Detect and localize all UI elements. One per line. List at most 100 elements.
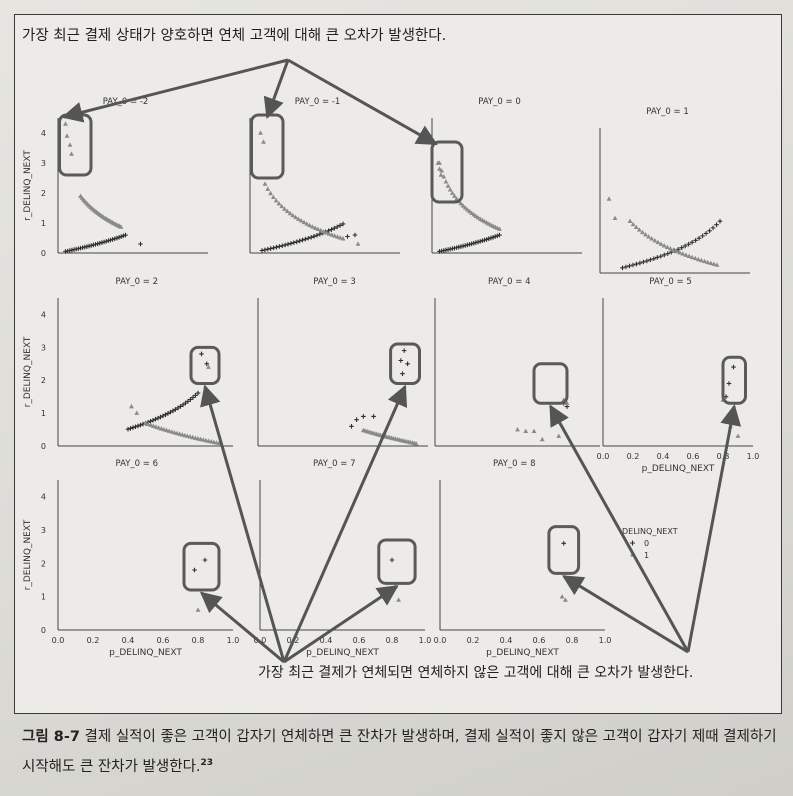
- plus-point: [641, 259, 646, 265]
- plus-point: [490, 235, 496, 240]
- plus-point: [294, 239, 300, 245]
- plus-point: [658, 253, 664, 259]
- triangle-point: [262, 181, 268, 186]
- x-axis-label: p_DELINQ_NEXT: [642, 464, 715, 474]
- legend-plus-marker: [630, 540, 635, 546]
- plus-point: [123, 232, 128, 238]
- plus-point: [195, 390, 201, 396]
- triangle-point: [445, 183, 451, 188]
- triangle-point: [169, 429, 175, 434]
- x-tick-label: 0.8: [386, 636, 399, 645]
- x-tick-label: 0.4: [122, 636, 135, 645]
- triangle-point: [276, 201, 282, 206]
- x-tick-label: 0.2: [467, 636, 480, 645]
- triangle-point: [293, 214, 299, 220]
- triangle-point: [118, 224, 124, 229]
- x-tick-label: 1.0: [747, 452, 760, 461]
- triangle-point: [148, 422, 154, 427]
- panel-10: PAY_0 = 70.00.20.40.60.81.0p_DELINQ_NEXT: [254, 459, 432, 658]
- triangle-point: [458, 201, 464, 206]
- x-tick-label: 1.0: [599, 636, 612, 645]
- plus-point: [332, 225, 337, 231]
- plus-point: [190, 395, 196, 400]
- plus-point: [101, 239, 107, 245]
- plus-point: [627, 263, 632, 269]
- figure-caption-text: 결제 실적이 좋은 고객이 갑자기 연체하면 큰 잔차가 발생하며, 결제 실적…: [22, 729, 777, 775]
- highlight-box: [377, 538, 417, 585]
- triangle-point: [564, 400, 570, 406]
- triangle-point: [460, 203, 466, 208]
- plus-point: [668, 249, 674, 255]
- y-axis-label: r_DELINQ_NEXT: [23, 336, 33, 407]
- plus-point: [300, 237, 305, 243]
- plus-point: [133, 424, 138, 430]
- plus-point: [400, 371, 405, 376]
- arrow-top: [287, 58, 438, 146]
- plus-point: [116, 235, 122, 240]
- triangle-point: [692, 255, 698, 261]
- plus-point: [693, 238, 698, 243]
- triangle-point: [261, 139, 266, 144]
- x-tick-label: 0.2: [87, 636, 100, 645]
- legend-title: DELINQ_NEXT: [622, 527, 678, 536]
- triangle-point: [304, 221, 310, 226]
- y-tick-label: 3: [41, 159, 46, 168]
- plus-point: [303, 236, 308, 242]
- x-tick-label: 0.6: [157, 636, 170, 645]
- plus-point: [349, 423, 354, 429]
- plus-point: [689, 240, 695, 245]
- x-tick-label: 0.0: [434, 636, 447, 645]
- triangle-point: [321, 228, 326, 234]
- triangle-point: [437, 166, 442, 171]
- plus-point: [285, 241, 291, 247]
- plus-point: [199, 351, 204, 357]
- plus-point: [495, 233, 500, 239]
- plus-point: [274, 244, 279, 250]
- plus-point: [192, 567, 197, 573]
- highlight-box: [250, 113, 285, 180]
- plus-point: [329, 227, 334, 232]
- x-axis-label: p_DELINQ_NEXT: [109, 648, 182, 658]
- triangle-point: [206, 364, 211, 369]
- panel-3: PAY_0 = 0: [430, 97, 582, 254]
- plus-point: [155, 415, 161, 421]
- highlight-box: [430, 140, 464, 204]
- plus-point: [188, 397, 193, 402]
- triangle-point: [627, 218, 633, 223]
- triangle-point: [674, 248, 680, 254]
- x-tick-label: 0.2: [627, 452, 640, 461]
- plus-point: [477, 239, 483, 244]
- plus-point: [371, 414, 376, 419]
- plus-point: [170, 408, 176, 414]
- y-axis-label: r_DELINQ_NEXT: [23, 150, 33, 221]
- triangle-point: [166, 428, 172, 433]
- y-tick-label: 0: [41, 626, 46, 635]
- triangle-point: [711, 261, 717, 266]
- y-tick-label: 3: [41, 343, 46, 352]
- triangle-point: [326, 231, 332, 236]
- triangle-point: [539, 436, 545, 442]
- plus-point: [175, 405, 181, 411]
- triangle-point: [164, 427, 169, 433]
- plus-point: [682, 243, 688, 249]
- plus-point: [731, 364, 736, 370]
- panel-11: PAY_0 = 8 0.0 0.2 0.4 0.6 0.8 1.0 p_DELINQ_NEXT: [434, 459, 612, 658]
- panel-title: PAY_0 = 2: [115, 277, 158, 287]
- triangle-point: [318, 227, 324, 233]
- plus-point: [471, 240, 477, 246]
- arrow-bottom-right: [686, 404, 742, 653]
- y-tick-label: 1: [41, 593, 46, 602]
- triangle-point: [462, 205, 468, 210]
- x-tick-label: 1.0: [227, 636, 240, 645]
- triangle-point: [646, 234, 652, 239]
- plus-point: [334, 224, 340, 230]
- triangle-point: [134, 410, 140, 415]
- plus-point: [401, 348, 407, 353]
- x-tick-label: 0.8: [566, 636, 579, 645]
- plus-point: [173, 407, 178, 412]
- plus-point: [180, 402, 186, 408]
- arrow-bottom-right: [549, 404, 690, 653]
- x-tick-label: 0.8: [192, 636, 205, 645]
- plus-point: [259, 248, 265, 253]
